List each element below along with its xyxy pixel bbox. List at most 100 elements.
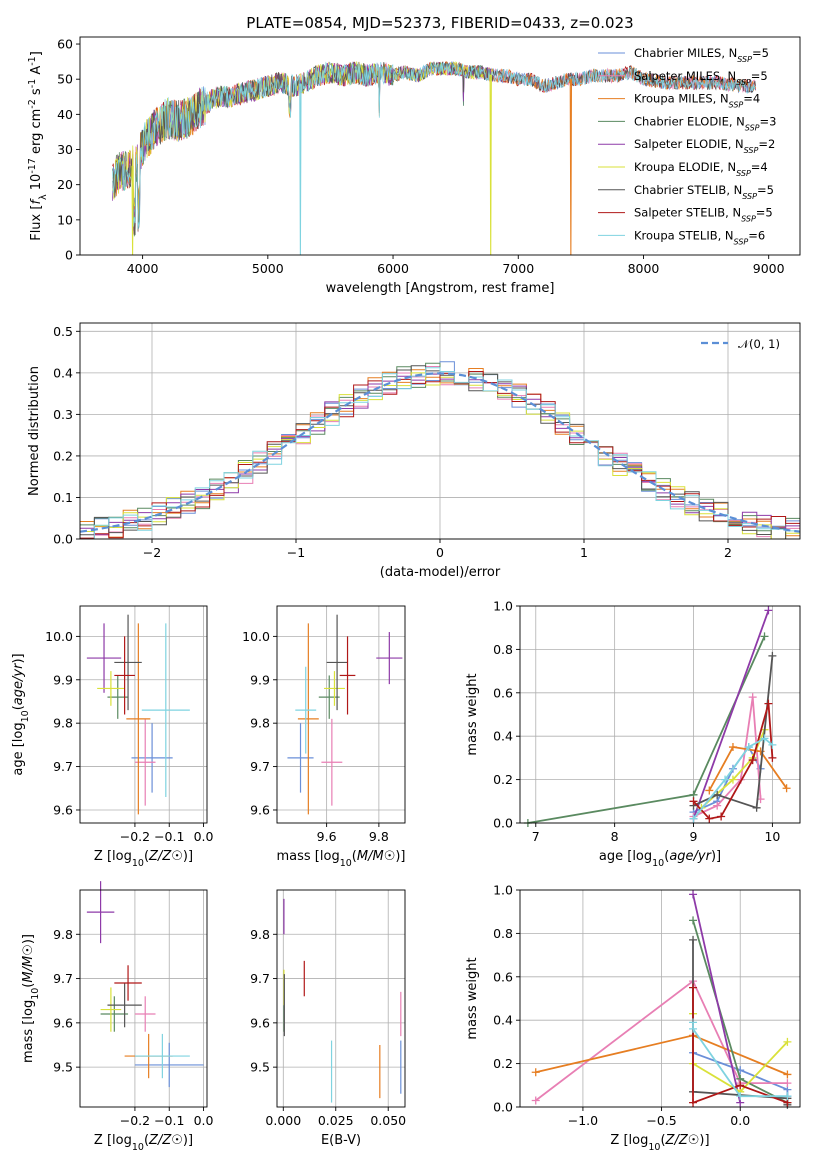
mass-weight-marker-kroupa-stelib — [768, 740, 777, 749]
label-part: Normed distribution — [27, 366, 42, 496]
figure-title: PLATE=0854, MJD=52373, FIBERID=0433, z=0… — [246, 14, 633, 32]
y-tick-label: 10.0 — [242, 629, 270, 644]
label-part: Z [ — [94, 849, 112, 864]
legend-text: =5 — [757, 183, 774, 197]
x-tick-label: 0.0 — [730, 1113, 750, 1128]
label-part: mass [ — [276, 849, 319, 864]
x-tick-label: 0.025 — [318, 1113, 354, 1128]
mass-weight-marker-chabrier-elodie — [689, 916, 698, 925]
legend-text: Salpeter STELIB, N — [634, 206, 741, 220]
x-axis-label: Z [log10(Z/Z☉)] — [94, 849, 193, 869]
axes-frame — [276, 889, 406, 1108]
y-tick-label: 9.8 — [53, 927, 73, 942]
legend-label-chabrier-elodie: Chabrier ELODIE, NSSP=3 — [634, 114, 776, 131]
label-part: E(B-V) — [321, 1133, 361, 1148]
y-tick-label: 9.7 — [250, 759, 270, 774]
y-tick-label: 9.7 — [53, 971, 73, 986]
label-part: ☉)] — [171, 849, 193, 864]
x-axis-label: wavelength [Angstrom, rest frame] — [326, 281, 555, 296]
mass-weight-line-chabrier-stelib — [693, 655, 774, 810]
label-part: f — [29, 198, 44, 205]
mass-weight-marker-kroupa-elodie — [783, 1037, 792, 1046]
axes-frame — [79, 322, 801, 540]
y-tick-label: 0.6 — [493, 969, 513, 984]
y-tick-label: 0.0 — [53, 532, 73, 547]
mass-weight-line-chabrier-elodie — [527, 636, 766, 824]
label-part: )] — [11, 653, 26, 663]
y-tick-label: 40 — [57, 107, 73, 122]
spectrum-dropout — [131, 165, 134, 255]
x-tick-label: 9.6 — [317, 829, 337, 844]
label-part: Z/Z — [148, 849, 172, 864]
y-tick-label: 0.8 — [493, 642, 513, 657]
x-axis-label: (data-model)/error — [380, 565, 501, 580]
axes-frame — [79, 889, 208, 1108]
x-tick-label: 0.000 — [265, 1113, 301, 1128]
x-tick-label: −0.2 — [120, 829, 150, 844]
label-part: age [ — [11, 742, 26, 775]
label-part: )] — [711, 849, 721, 864]
mass-weight-marker-salpeter-miles — [748, 693, 757, 702]
spectrum-line-kroupa-stelib — [112, 61, 756, 229]
x-tick-label: 4000 — [127, 261, 159, 276]
legend-label-chabrier-miles: Chabrier MILES, NSSP=5 — [634, 46, 769, 64]
label-part: (data-model)/error — [380, 565, 501, 580]
mass-weight-marker-salpeter-stelib — [689, 1098, 698, 1107]
label-part: ( — [11, 705, 26, 710]
mass-weight-marker-chabrier-stelib — [768, 651, 777, 660]
x-tick-label: 0.0 — [194, 829, 214, 844]
y-tick-label: 0.2 — [53, 448, 73, 463]
mass-weight-marker-salpeter-stelib — [705, 814, 714, 823]
x-tick-label: 5000 — [252, 261, 284, 276]
legend-text: =2 — [758, 137, 775, 151]
label-part: erg cm — [29, 109, 44, 158]
legend-text: Salpeter MILES, N — [634, 69, 736, 83]
label-part: log — [21, 1000, 36, 1020]
panel-spectrum: 4000 5000 6000 7000 8000 9000 0 10 20 30 40 50 60 wav… — [27, 37, 801, 296]
x-axis-label: Z [log10(Z/Z☉)] — [610, 1133, 709, 1153]
label-part: ( — [21, 983, 36, 988]
label-part: 10 — [20, 710, 31, 722]
y-tick-label: 9.8 — [250, 927, 270, 942]
label-part: ( — [664, 849, 669, 864]
label-part: ( — [660, 1133, 665, 1148]
y-tick-label: 0.2 — [493, 1056, 513, 1071]
y-tick-label: 9.5 — [250, 1060, 270, 1075]
y-tick-label: 9.8 — [250, 716, 270, 731]
label-part: -2 — [27, 99, 38, 108]
label-part: 10 — [652, 858, 664, 869]
label-part: age/yr — [669, 849, 712, 864]
y-tick-label: 30 — [57, 142, 73, 157]
legend-text: Kroupa ELODIE, N — [634, 160, 736, 174]
x-tick-label: −0.2 — [120, 1113, 150, 1128]
legend-subscript: SSP — [744, 146, 759, 155]
axes-frame — [79, 605, 208, 824]
panel-mass-weight-vs-Z: −1.0 −0.5 0.0 0.0 0.2 0.4 0.6 0.8 1.0 Z [log10(Z/… — [465, 883, 801, 1153]
label-part: M/M — [21, 956, 36, 983]
mass-weight-marker-salpeter-elodie — [764, 606, 773, 615]
mass-weight-marker-chabrier-stelib — [713, 790, 722, 799]
mass-weight-marker-salpeter-stelib — [736, 1081, 745, 1090]
mass-weight-line-salpeter-elodie — [692, 894, 742, 1103]
label-part: 10 — [30, 988, 41, 1000]
legend-text: Chabrier MILES, N — [634, 46, 737, 60]
y-tick-label: 9.6 — [250, 802, 270, 817]
legend-label-normal: 𝒩(0, 1) — [738, 337, 780, 351]
label-part: ] — [29, 51, 44, 56]
y-tick-label: 9.6 — [53, 802, 73, 817]
y-axis-label: Flux [fλ 10-17 erg cm-2 s-1 A-1] — [27, 51, 49, 241]
mass-weight-marker-chabrier-stelib — [689, 935, 698, 944]
mass-weight-marker-salpeter-stelib — [764, 699, 773, 708]
label-part: Z/Z — [148, 1133, 172, 1148]
y-tick-label: 0.4 — [53, 365, 73, 380]
mass-weight-marker-salpeter-stelib — [717, 812, 726, 821]
mass-weight-marker-salpeter-stelib — [748, 756, 757, 765]
label-part: A — [29, 66, 44, 79]
x-tick-label: −1.0 — [568, 1113, 598, 1128]
label-part: log — [112, 1133, 132, 1148]
y-tick-label: 0.1 — [53, 490, 73, 505]
mass-weight-marker-chabrier-stelib — [752, 803, 761, 812]
label-part: s — [29, 88, 44, 99]
x-tick-label: 0.0 — [194, 1113, 214, 1128]
legend-text: =5 — [752, 46, 769, 60]
